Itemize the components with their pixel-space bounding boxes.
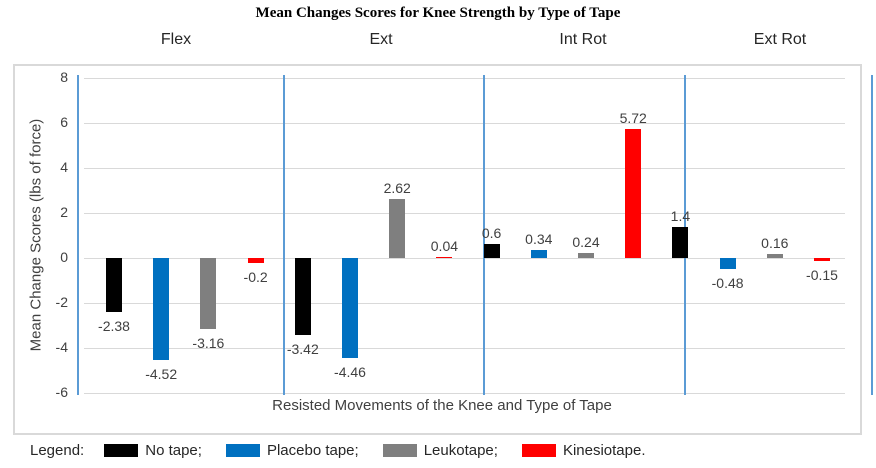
y-tick-label: 8 bbox=[60, 69, 68, 85]
gridline bbox=[84, 78, 845, 79]
bar-ext-rot-placebo-tape bbox=[719, 258, 736, 269]
legend-swatch bbox=[521, 444, 556, 457]
bar-value-label: -0.48 bbox=[711, 275, 744, 291]
bar-value-label: 2.62 bbox=[383, 180, 411, 196]
bar-value-label: -3.16 bbox=[192, 335, 225, 351]
legend-item-kinesiotape-: Kinesiotape. bbox=[521, 442, 646, 459]
bar-value-label: -2.38 bbox=[98, 318, 130, 334]
legend-item-no-tape-: No tape; bbox=[104, 442, 202, 459]
bar-ext-rot-leukotape bbox=[766, 254, 783, 258]
bar-ext-rot-kinesiotape bbox=[814, 258, 830, 261]
y-tick-label: -6 bbox=[55, 384, 68, 400]
legend-label: Leukotape; bbox=[423, 442, 498, 459]
bar-value-label: 0.16 bbox=[761, 235, 789, 251]
bar-flex-leukotape bbox=[200, 258, 217, 329]
chart-title: Mean Changes Scores for Knee Strength by… bbox=[255, 5, 621, 21]
bar-value-label: 0.24 bbox=[572, 234, 600, 250]
gridline bbox=[84, 123, 845, 124]
category-separator-line bbox=[77, 75, 79, 395]
category-separator-line bbox=[871, 75, 873, 395]
bar-int-rot-no-tape bbox=[483, 244, 500, 258]
bar-value-label: 5.72 bbox=[619, 110, 647, 126]
bar-ext-leukotape bbox=[389, 199, 406, 258]
bar-ext-placebo-tape bbox=[342, 258, 358, 358]
bar-value-label: -4.46 bbox=[334, 364, 366, 380]
y-tick-label: -2 bbox=[55, 294, 68, 310]
legend-prefix: Legend: bbox=[30, 442, 85, 459]
bar-ext-kinesiotape bbox=[436, 257, 453, 258]
bar-value-label: 0.34 bbox=[525, 231, 553, 247]
category-label-int-rot: Int Rot bbox=[559, 31, 607, 48]
y-tick-label: 6 bbox=[60, 114, 68, 130]
plot-area-border bbox=[13, 64, 862, 435]
gridline bbox=[84, 348, 845, 349]
bar-value-label: -3.42 bbox=[286, 341, 319, 357]
legend-item-placebo-tape-: Placebo tape; bbox=[225, 442, 359, 459]
y-tick-label: 4 bbox=[60, 159, 68, 175]
bar-int-rot-placebo-tape bbox=[530, 250, 547, 258]
y-axis-title: Mean Change Scores (lbs of force) bbox=[27, 118, 45, 352]
legend-label: No tape; bbox=[145, 442, 202, 459]
bar-value-label: -0.2 bbox=[243, 269, 268, 285]
category-label-flex: Flex bbox=[160, 31, 192, 48]
gridline bbox=[84, 213, 845, 214]
legend-item-leukotape-: Leukotape; bbox=[382, 442, 498, 459]
gridline bbox=[84, 393, 845, 394]
bar-int-rot-kinesiotape bbox=[625, 129, 642, 258]
bar-flex-kinesiotape bbox=[247, 258, 264, 263]
bar-flex-placebo-tape bbox=[153, 258, 170, 360]
legend-swatch bbox=[104, 444, 139, 457]
legend-label: Kinesiotape. bbox=[562, 442, 646, 459]
category-separator-line bbox=[283, 75, 285, 395]
bar-value-label: -0.15 bbox=[806, 267, 838, 283]
legend: Legend: No tape; Placebo tape; Leukotape; K… bbox=[30, 442, 670, 459]
legend-swatch bbox=[225, 444, 260, 457]
gridline bbox=[84, 303, 845, 304]
bar-flex-no-tape bbox=[106, 258, 122, 312]
bar-value-label: -4.52 bbox=[145, 366, 178, 382]
gridline bbox=[84, 168, 845, 169]
category-label-ext: Ext bbox=[369, 31, 393, 48]
category-separator-line bbox=[483, 75, 485, 395]
bar-int-rot-leukotape bbox=[578, 253, 594, 258]
y-tick-label: 2 bbox=[60, 204, 68, 220]
y-tick-label: 0 bbox=[60, 249, 68, 265]
x-axis-title: Resisted Movements of the Knee and Type … bbox=[272, 397, 612, 414]
gridline bbox=[84, 258, 845, 259]
y-tick-label: -4 bbox=[55, 339, 68, 355]
bar-ext-rot-no-tape bbox=[672, 227, 689, 258]
bar-value-label: 0.04 bbox=[430, 238, 459, 254]
legend-swatch bbox=[382, 444, 417, 457]
bar-value-label: 0.6 bbox=[481, 225, 502, 241]
bar-value-label: 1.4 bbox=[670, 208, 691, 224]
bar-ext-no-tape bbox=[294, 258, 311, 335]
category-label-ext-rot: Ext Rot bbox=[753, 31, 807, 48]
legend-label: Placebo tape; bbox=[266, 442, 359, 459]
